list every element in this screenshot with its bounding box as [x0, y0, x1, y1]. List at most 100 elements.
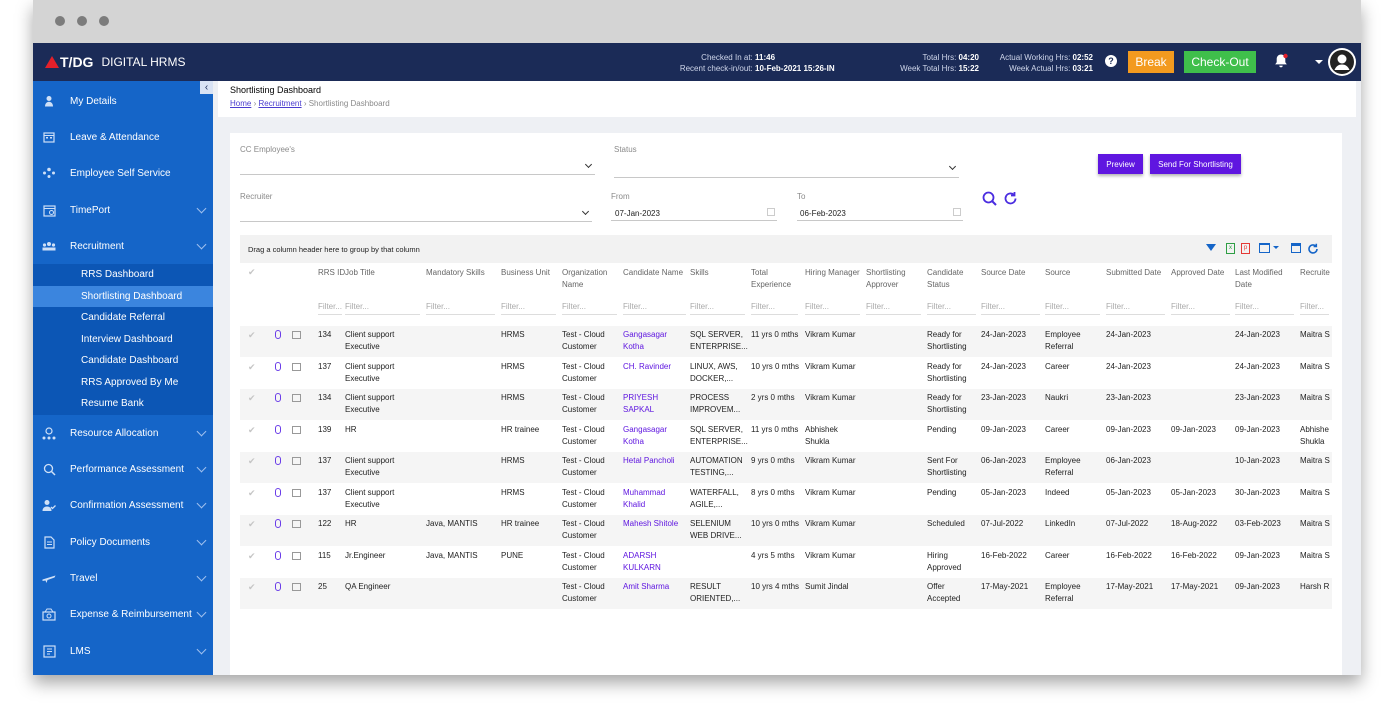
- column-header-skills[interactable]: Skills: [690, 268, 709, 277]
- window-dot[interactable]: [77, 16, 87, 26]
- sidebar-item-timeport[interactable]: TimePort: [33, 192, 213, 228]
- column-filter-organization[interactable]: Filter...: [562, 302, 617, 315]
- help-icon[interactable]: ?: [1105, 55, 1117, 67]
- column-header-recruiter[interactable]: Recruite: [1300, 268, 1330, 277]
- column-header-experience[interactable]: Total Experience: [751, 268, 792, 289]
- column-filter-approver[interactable]: Filter...: [866, 302, 921, 315]
- checkout-button[interactable]: Check-Out: [1184, 51, 1256, 73]
- cell-candidate[interactable]: PRIYESH SAPKAL: [623, 393, 659, 414]
- refresh-icon[interactable]: [1307, 242, 1319, 260]
- cell-candidate[interactable]: Gangasagar Kotha: [623, 424, 668, 446]
- column-filter-candidate[interactable]: Filter...: [623, 302, 686, 315]
- sidebar-subitem-rrs-approved-by-me[interactable]: RRS Approved By Me: [81, 377, 179, 388]
- attachment-icon[interactable]: [275, 456, 281, 465]
- break-button[interactable]: Break: [1128, 51, 1174, 73]
- app-logo[interactable]: T/DG DIGITAL HRMS: [45, 54, 185, 70]
- row-checkbox[interactable]: ✔: [248, 456, 256, 466]
- notes-icon[interactable]: [292, 488, 301, 497]
- column-filter-submitted[interactable]: Filter...: [1106, 302, 1165, 315]
- save-icon[interactable]: [1291, 243, 1301, 253]
- window-dot[interactable]: [55, 16, 65, 26]
- attachment-icon[interactable]: [275, 361, 281, 371]
- column-header-source-date[interactable]: Source Date: [981, 268, 1026, 277]
- column-filter-status[interactable]: Filter...: [927, 302, 976, 315]
- cell-candidate[interactable]: Muhammad Khalid: [623, 487, 666, 509]
- column-filter-hiring-manager[interactable]: Filter...: [805, 302, 860, 315]
- row-checkbox[interactable]: ✔: [248, 550, 256, 561]
- notes-icon[interactable]: [292, 551, 301, 560]
- column-filter-skills[interactable]: Filter...: [690, 302, 745, 315]
- cell-candidate[interactable]: Hetal Pancholi: [623, 456, 675, 465]
- row-checkbox[interactable]: ✔: [248, 330, 256, 340]
- column-filter-rrs-id[interactable]: Filter...: [318, 302, 342, 315]
- sidebar-subitem-shortlisting-dashboard[interactable]: Shortlisting Dashboard: [33, 286, 213, 307]
- sidebar-item-policy-documents[interactable]: Policy Documents: [33, 524, 213, 560]
- row-checkbox[interactable]: ✔: [248, 519, 256, 529]
- recruiter-select[interactable]: [240, 206, 592, 221]
- table-row[interactable]: ✔ 115 Jr.Engineer Java, MANTIS PUNE Test - Cl…: [240, 547, 1332, 578]
- column-header-candidate[interactable]: Candidate Name: [623, 268, 684, 277]
- column-filter-source[interactable]: Filter...: [1045, 302, 1100, 315]
- bell-icon[interactable]: [1273, 53, 1289, 74]
- cell-candidate[interactable]: CH. Ravinder: [623, 361, 672, 371]
- cell-candidate[interactable]: ADARSH KULKARN: [623, 550, 661, 572]
- calendar-icon[interactable]: [767, 208, 775, 216]
- breadcrumb-home[interactable]: Home: [230, 99, 252, 108]
- status-select[interactable]: [614, 161, 959, 176]
- table-row[interactable]: ✔ 134 Client support Executive HRMS Test - C…: [240, 389, 1332, 420]
- sidebar-item-my-details[interactable]: My Details: [33, 83, 213, 119]
- notes-icon[interactable]: [292, 583, 301, 591]
- column-header-hiring-manager[interactable]: Hiring Manager: [805, 268, 860, 277]
- table-row[interactable]: ✔ 122 HR Java, MANTIS HR trainee Test - Cloud…: [240, 515, 1332, 546]
- column-filter-mandatory-skills[interactable]: Filter...: [426, 302, 495, 315]
- row-checkbox[interactable]: ✔: [248, 487, 256, 498]
- attachment-icon[interactable]: [275, 330, 281, 339]
- column-header-approved[interactable]: Approved Date: [1171, 268, 1225, 277]
- table-row[interactable]: ✔ 134 Client support Executive HRMS Test - C…: [240, 326, 1332, 357]
- attachment-icon[interactable]: [275, 519, 281, 528]
- sidebar-item-confirmation-assessment[interactable]: Confirmation Assessment: [33, 487, 213, 523]
- notes-icon[interactable]: [292, 394, 301, 402]
- column-header-job-title[interactable]: Job Title: [345, 268, 375, 277]
- sidebar-subitem-interview-dashboard[interactable]: Interview Dashboard: [81, 334, 173, 345]
- sidebar-item-expense[interactable]: Expense & Reimbursement: [33, 596, 213, 632]
- attachment-icon[interactable]: [275, 550, 281, 560]
- cc-employee-select[interactable]: [240, 159, 595, 174]
- column-header-submitted[interactable]: Submitted Date: [1106, 268, 1162, 277]
- group-by-bar[interactable]: Drag a column header here to group by th…: [240, 235, 1332, 263]
- attachment-icon[interactable]: [275, 582, 281, 591]
- column-header-status[interactable]: Candidate Status: [927, 268, 964, 289]
- from-date-input[interactable]: 07-Jan-2023: [615, 209, 660, 218]
- cell-candidate[interactable]: Gangasagar Kotha: [623, 330, 668, 351]
- column-filter-approved[interactable]: Filter...: [1171, 302, 1230, 315]
- columns-icon[interactable]: [1259, 243, 1270, 253]
- column-header-organization[interactable]: Organization Name: [562, 268, 608, 289]
- sidebar-subitem-resume-bank[interactable]: Resume Bank: [81, 398, 144, 409]
- column-filter-modified[interactable]: Filter...: [1235, 302, 1294, 315]
- search-icon[interactable]: [982, 191, 997, 211]
- cell-candidate[interactable]: Mahesh Shitole: [623, 519, 679, 528]
- notes-icon[interactable]: [292, 425, 301, 434]
- table-row[interactable]: ✔ 137 Client support Executive HRMS Test - C…: [240, 484, 1332, 515]
- sidebar-item-travel[interactable]: Travel: [33, 560, 213, 596]
- send-for-shortlisting-button[interactable]: Send For Shortlisting: [1150, 154, 1241, 174]
- filter-icon[interactable]: [1206, 244, 1216, 251]
- column-filter-experience[interactable]: Filter...: [751, 302, 798, 315]
- notes-icon[interactable]: [292, 520, 301, 528]
- sidebar-item-performance-assessment[interactable]: Performance Assessment: [33, 451, 213, 487]
- sidebar-item-resource-allocation[interactable]: Resource Allocation: [33, 415, 213, 451]
- chevron-down-icon[interactable]: [1273, 246, 1279, 249]
- column-filter-job-title[interactable]: Filter...: [345, 302, 420, 315]
- column-filter-business-unit[interactable]: Filter...: [501, 302, 556, 315]
- breadcrumb-recruitment[interactable]: Recruitment: [258, 99, 302, 108]
- table-row[interactable]: ✔ 25 QA Engineer Test - Cloud Customer Amit …: [240, 578, 1332, 609]
- preview-button[interactable]: Preview: [1098, 154, 1143, 174]
- attachment-icon[interactable]: [275, 487, 281, 497]
- row-checkbox[interactable]: ✔: [248, 393, 256, 403]
- column-header-business-unit[interactable]: Business Unit: [501, 268, 550, 277]
- calendar-icon[interactable]: [953, 208, 961, 216]
- row-checkbox[interactable]: ✔: [248, 424, 256, 435]
- to-date-input[interactable]: 06-Feb-2023: [800, 209, 846, 218]
- sidebar-subitem-candidate-dashboard[interactable]: Candidate Dashboard: [81, 355, 179, 366]
- excel-export-icon[interactable]: x: [1226, 243, 1235, 254]
